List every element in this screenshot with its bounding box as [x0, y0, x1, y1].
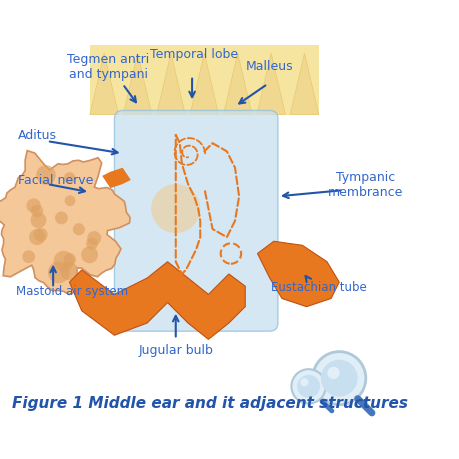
- Circle shape: [81, 247, 98, 263]
- Polygon shape: [256, 54, 285, 115]
- Circle shape: [60, 263, 78, 280]
- Circle shape: [73, 224, 85, 236]
- Circle shape: [297, 375, 319, 398]
- Circle shape: [22, 251, 35, 263]
- Circle shape: [53, 251, 74, 272]
- Polygon shape: [257, 242, 338, 307]
- Polygon shape: [190, 54, 218, 115]
- Circle shape: [29, 230, 45, 246]
- Circle shape: [64, 196, 75, 207]
- Polygon shape: [69, 262, 245, 340]
- Circle shape: [64, 173, 75, 185]
- Polygon shape: [90, 54, 118, 115]
- Circle shape: [30, 213, 46, 229]
- Text: Mastoid air system: Mastoid air system: [17, 284, 128, 297]
- Text: Facial nerve: Facial nerve: [18, 174, 94, 187]
- Circle shape: [312, 352, 365, 405]
- Polygon shape: [102, 168, 130, 189]
- Polygon shape: [0, 151, 129, 295]
- Text: Malleus: Malleus: [246, 60, 293, 73]
- Polygon shape: [123, 54, 151, 115]
- Polygon shape: [157, 54, 185, 115]
- Text: Aditus: Aditus: [18, 129, 57, 142]
- Polygon shape: [290, 54, 318, 115]
- Polygon shape: [90, 46, 318, 115]
- Text: Figure 1 Middle ear and it adjacent structures: Figure 1 Middle ear and it adjacent stru…: [12, 395, 408, 410]
- Text: Jugular bulb: Jugular bulb: [138, 343, 213, 356]
- Polygon shape: [223, 54, 252, 115]
- Circle shape: [300, 378, 308, 386]
- Circle shape: [26, 199, 41, 213]
- Text: Tympanic
membrance: Tympanic membrance: [327, 171, 403, 199]
- Circle shape: [31, 205, 43, 218]
- FancyBboxPatch shape: [114, 111, 277, 331]
- Circle shape: [63, 254, 76, 266]
- Text: Eustachian tube: Eustachian tube: [270, 280, 366, 293]
- Circle shape: [320, 360, 357, 397]
- Circle shape: [86, 238, 98, 250]
- Circle shape: [327, 367, 339, 379]
- Text: Temporal lobe: Temporal lobe: [150, 48, 238, 61]
- Circle shape: [291, 369, 325, 403]
- Circle shape: [151, 185, 200, 234]
- Circle shape: [36, 166, 56, 185]
- Circle shape: [34, 228, 48, 242]
- Circle shape: [87, 231, 101, 246]
- Circle shape: [55, 212, 67, 225]
- Circle shape: [48, 262, 69, 284]
- Text: Tegmen antri
and tympani: Tegmen antri and tympani: [67, 52, 149, 80]
